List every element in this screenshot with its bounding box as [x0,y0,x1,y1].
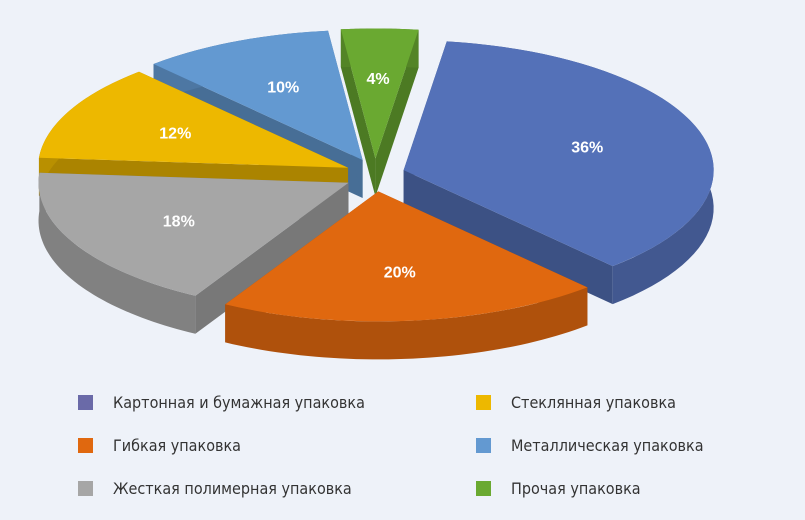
legend-swatch-5 [476,481,491,496]
legend-swatch-0 [78,395,93,410]
pie-chart-plot: 4% 10% 12% 36% 18% 20% [38,28,714,360]
legend-label-4: Жесткая полимерная упаковка [113,479,352,498]
slice-value-label: 18% [163,214,195,231]
legend-swatch-1 [476,395,491,410]
slice-value-label: 20% [384,264,416,281]
slice-value-label: 12% [159,125,191,142]
legend-item-2: Гибкая упаковка [78,436,241,455]
legend-swatch-2 [78,438,93,453]
legend-label-3: Металлическая упаковка [511,436,704,455]
legend-label-5: Прочая упаковка [511,479,641,498]
legend-label-2: Гибкая упаковка [113,436,241,455]
pie-slice-1: 20% [225,191,588,360]
legend-label-1: Стеклянная упаковка [511,393,676,412]
legend-item-0: Картонная и бумажная упаковка [78,393,365,412]
legend-swatch-4 [78,481,93,496]
legend-item-5: Прочая упаковка [476,479,641,498]
slice-value-label: 10% [267,80,299,97]
legend-label-0: Картонная и бумажная упаковка [113,393,365,412]
pie-slice-0: 36% [403,41,714,305]
pie-slice-2: 18% [38,172,349,334]
legend-item-1: Стеклянная упаковка [476,393,676,412]
legend-item-4: Жесткая полимерная упаковка [78,479,352,498]
slice-value-label: 36% [571,139,603,156]
chart-legend: Картонная и бумажная упаковка Стеклянная… [78,383,778,513]
legend-swatch-3 [476,438,491,453]
pie-slice-5: 4% [340,28,419,197]
slice-value-label: 4% [367,71,390,88]
legend-item-3: Металлическая упаковка [476,436,704,455]
